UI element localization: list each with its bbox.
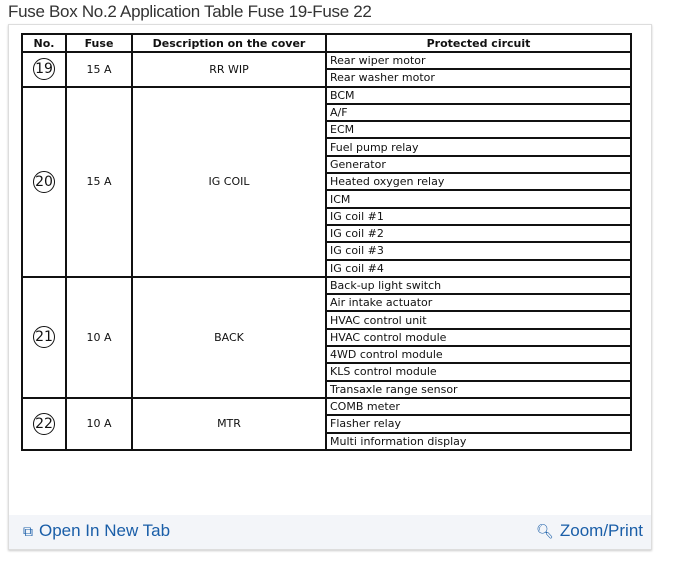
protected-circuit: IG coil #1 xyxy=(325,206,632,226)
table-row: IG coil #2 xyxy=(22,223,632,244)
page-title: Fuse Box No.2 Application Table Fuse 19-… xyxy=(8,2,372,21)
protected-circuit: HVAC control module xyxy=(325,327,632,348)
protected-circuit: Multi information display xyxy=(325,431,632,451)
header-no: No. xyxy=(21,33,67,53)
table-row: IG coil #3 xyxy=(22,241,632,261)
fuse-number: 20 xyxy=(21,85,67,278)
table-row: Transaxle range sensor xyxy=(22,379,632,399)
protected-circuit: Flasher relay xyxy=(325,414,632,434)
zoom-icon: 🔍︎ xyxy=(536,523,554,539)
header-description: Description on the cover xyxy=(131,33,327,53)
table-row: Multi information display xyxy=(22,431,632,451)
protected-circuit: Fuel pump relay xyxy=(325,137,632,157)
table-row: ICM xyxy=(22,189,632,209)
table-row: IG coil #1 xyxy=(22,206,632,226)
protected-circuit: Heated oxygen relay xyxy=(325,172,632,192)
protected-circuit: ECM xyxy=(325,120,632,140)
table-row: HVAC control unit xyxy=(22,310,632,330)
protected-circuit: Transaxle range sensor xyxy=(325,379,632,399)
image-frame: No. Fuse Description on the cover Protec… xyxy=(8,24,652,550)
fuse-number: 21 xyxy=(21,275,67,399)
protected-circuit: IG coil #2 xyxy=(325,223,632,244)
fuse-rating: 10 A xyxy=(65,396,133,451)
table-row: ECM xyxy=(22,120,632,140)
fuse-rating: 10 A xyxy=(65,275,133,399)
protected-circuit: BCM xyxy=(325,85,632,105)
fuse-number: 19 xyxy=(21,51,67,88)
fuse-number: 22 xyxy=(21,396,67,451)
cover-description: RR WIP xyxy=(131,51,327,88)
table-row: 21 10 A BACK Back-up light switch xyxy=(21,275,632,399)
table-row: HVAC control module xyxy=(22,327,632,348)
protected-circuit: IG coil #4 xyxy=(325,258,632,278)
protected-circuit: Back-up light switch xyxy=(325,275,632,296)
fuse-rating: 15 A xyxy=(65,85,133,278)
protected-circuit: ICM xyxy=(325,189,632,209)
protected-circuit: Rear wiper motor xyxy=(325,50,632,71)
cover-description: MTR xyxy=(131,396,327,451)
table-row: 19 15 A RR WIP Rear wiper motor xyxy=(21,50,632,88)
table-row: Rear washer motor xyxy=(22,68,632,88)
protected-circuit: IG coil #3 xyxy=(325,241,632,261)
cover-description: BACK xyxy=(131,275,327,399)
protected-circuit: HVAC control unit xyxy=(325,310,632,330)
protected-circuit: KLS control module xyxy=(325,362,632,382)
table-row: KLS control module xyxy=(22,362,632,382)
table-row: IG coil #4 xyxy=(22,258,632,278)
table-row: Generator xyxy=(22,154,632,175)
table-row: Fuel pump relay xyxy=(22,137,632,157)
table-row: A/F xyxy=(22,102,632,123)
table-row: 20 15 A IG COIL BCM xyxy=(21,85,632,278)
cover-description: IG COIL xyxy=(131,85,327,278)
protected-circuit: COMB meter xyxy=(325,396,632,417)
protected-circuit: Rear washer motor xyxy=(325,68,632,88)
fuse-table: No. Fuse Description on the cover Protec… xyxy=(21,33,632,451)
footer-bar: ⧉ Open In New Tab 🔍︎ Zoom/Print xyxy=(9,515,651,549)
table-row: 22 10 A MTR COMB meter xyxy=(21,396,632,451)
protected-circuit: 4WD control module xyxy=(325,345,632,365)
header-fuse: Fuse xyxy=(65,33,133,53)
protected-circuit: A/F xyxy=(325,102,632,123)
table-row: 4WD control module xyxy=(22,345,632,365)
fuse-rating: 15 A xyxy=(65,51,133,88)
protected-circuit: Air intake actuator xyxy=(325,293,632,313)
table-row: Air intake actuator xyxy=(22,293,632,313)
open-in-new-tab-link[interactable]: ⧉ Open In New Tab xyxy=(23,521,171,540)
new-tab-icon: ⧉ xyxy=(23,523,33,539)
table-row: Flasher relay xyxy=(22,414,632,434)
table-row: Heated oxygen relay xyxy=(22,172,632,192)
header-protected-circuit: Protected circuit xyxy=(325,33,632,53)
zoom-print-link[interactable]: 🔍︎ Zoom/Print xyxy=(536,521,643,540)
protected-circuit: Generator xyxy=(325,154,632,175)
